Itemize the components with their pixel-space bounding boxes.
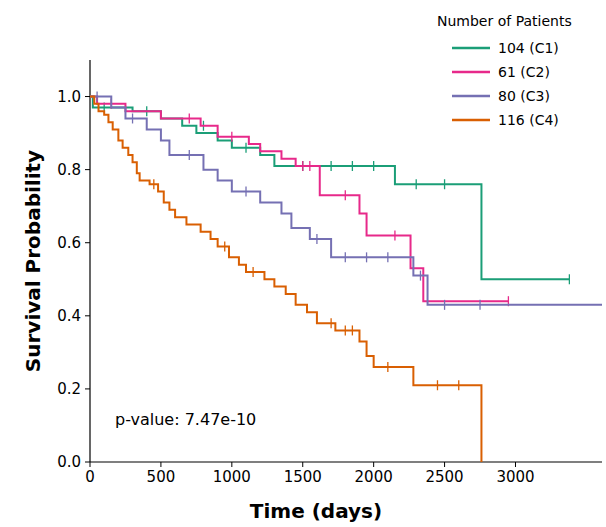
y-tick	[85, 242, 90, 243]
legend-label: 116 (C4)	[498, 112, 559, 128]
censor-mark	[302, 161, 303, 171]
legend-label: 61 (C2)	[498, 64, 550, 80]
legend-label: 80 (C3)	[498, 88, 550, 104]
censor-mark	[479, 300, 480, 310]
annotation: p-value: 7.47e-10	[115, 410, 256, 429]
legend-title: Number of Patients	[437, 13, 572, 29]
y-axis-label: Survival Probability	[21, 150, 45, 372]
x-tick	[90, 462, 91, 467]
censor-mark	[132, 113, 133, 123]
censor-mark	[387, 252, 388, 262]
censor-mark	[345, 190, 346, 200]
censor-mark	[352, 161, 353, 171]
censor-mark	[458, 380, 459, 390]
censor-mark	[420, 271, 421, 281]
chart: 0 500 1000 1500 2000 2500 3000 0.0 0.2 0.4 0.6 0.8 1…	[0, 0, 606, 527]
y-tick-label: 0.8	[57, 161, 81, 179]
censor-mark	[444, 300, 445, 310]
censor-mark	[96, 92, 97, 102]
survival-curve	[90, 97, 602, 305]
censor-mark	[394, 230, 395, 240]
censor-mark	[330, 161, 331, 171]
censor-mark	[189, 113, 190, 123]
censor-mark	[245, 187, 246, 197]
x-tick	[444, 462, 445, 467]
y-tick	[85, 96, 90, 97]
legend-label: 104 (C1)	[498, 40, 559, 56]
x-tick-label: 0	[85, 468, 95, 486]
x-tick-label: 1000	[213, 468, 251, 486]
censor-mark	[345, 325, 346, 335]
y-tick-label: 0.4	[57, 307, 81, 325]
x-tick	[231, 462, 232, 467]
y-tick-label: 0.6	[57, 234, 81, 252]
y-tick-label: 0.2	[57, 380, 81, 398]
censor-mark	[437, 380, 438, 390]
y-tick	[85, 169, 90, 170]
censor-mark	[416, 179, 417, 189]
censor-mark	[153, 179, 154, 189]
legend-swatch	[452, 47, 490, 50]
survival-curve	[90, 97, 508, 302]
censor-mark	[444, 179, 445, 189]
censor-mark	[252, 267, 253, 277]
censor-mark	[224, 241, 225, 251]
x-tick-label: 500	[147, 468, 176, 486]
y-tick-label: 0.0	[57, 453, 81, 471]
x-tick-label: 1500	[284, 468, 322, 486]
legend-swatch	[452, 95, 490, 98]
censor-mark	[366, 252, 367, 262]
x-axis-label: Time (days)	[250, 499, 382, 523]
x-tick-label: 2500	[425, 468, 463, 486]
censor-mark	[309, 161, 310, 171]
y-tick	[85, 388, 90, 389]
censor-mark	[316, 234, 317, 244]
censor-mark	[245, 143, 246, 153]
censor-mark	[352, 325, 353, 335]
x-tick	[373, 462, 374, 467]
x-axis-line	[90, 461, 602, 462]
x-tick-label: 2000	[355, 468, 393, 486]
survival-curve	[90, 97, 481, 462]
survival-curve	[90, 97, 569, 280]
censor-mark	[387, 362, 388, 372]
censor-mark	[373, 161, 374, 171]
censor-mark	[330, 318, 331, 328]
legend-swatch	[452, 119, 490, 122]
censor-mark	[189, 150, 190, 160]
x-tick-label: 3000	[496, 468, 534, 486]
y-axis-line	[89, 60, 90, 462]
censor-mark	[345, 252, 346, 262]
legend-swatch	[452, 71, 490, 74]
y-tick-label: 1.0	[57, 88, 81, 106]
y-tick	[85, 315, 90, 316]
x-tick	[302, 462, 303, 467]
censor-mark	[231, 132, 232, 142]
x-tick	[160, 462, 161, 467]
y-tick	[85, 462, 90, 463]
censor-mark	[302, 161, 303, 171]
x-tick	[515, 462, 516, 467]
censor-mark	[569, 274, 570, 284]
plot-area	[90, 92, 602, 462]
